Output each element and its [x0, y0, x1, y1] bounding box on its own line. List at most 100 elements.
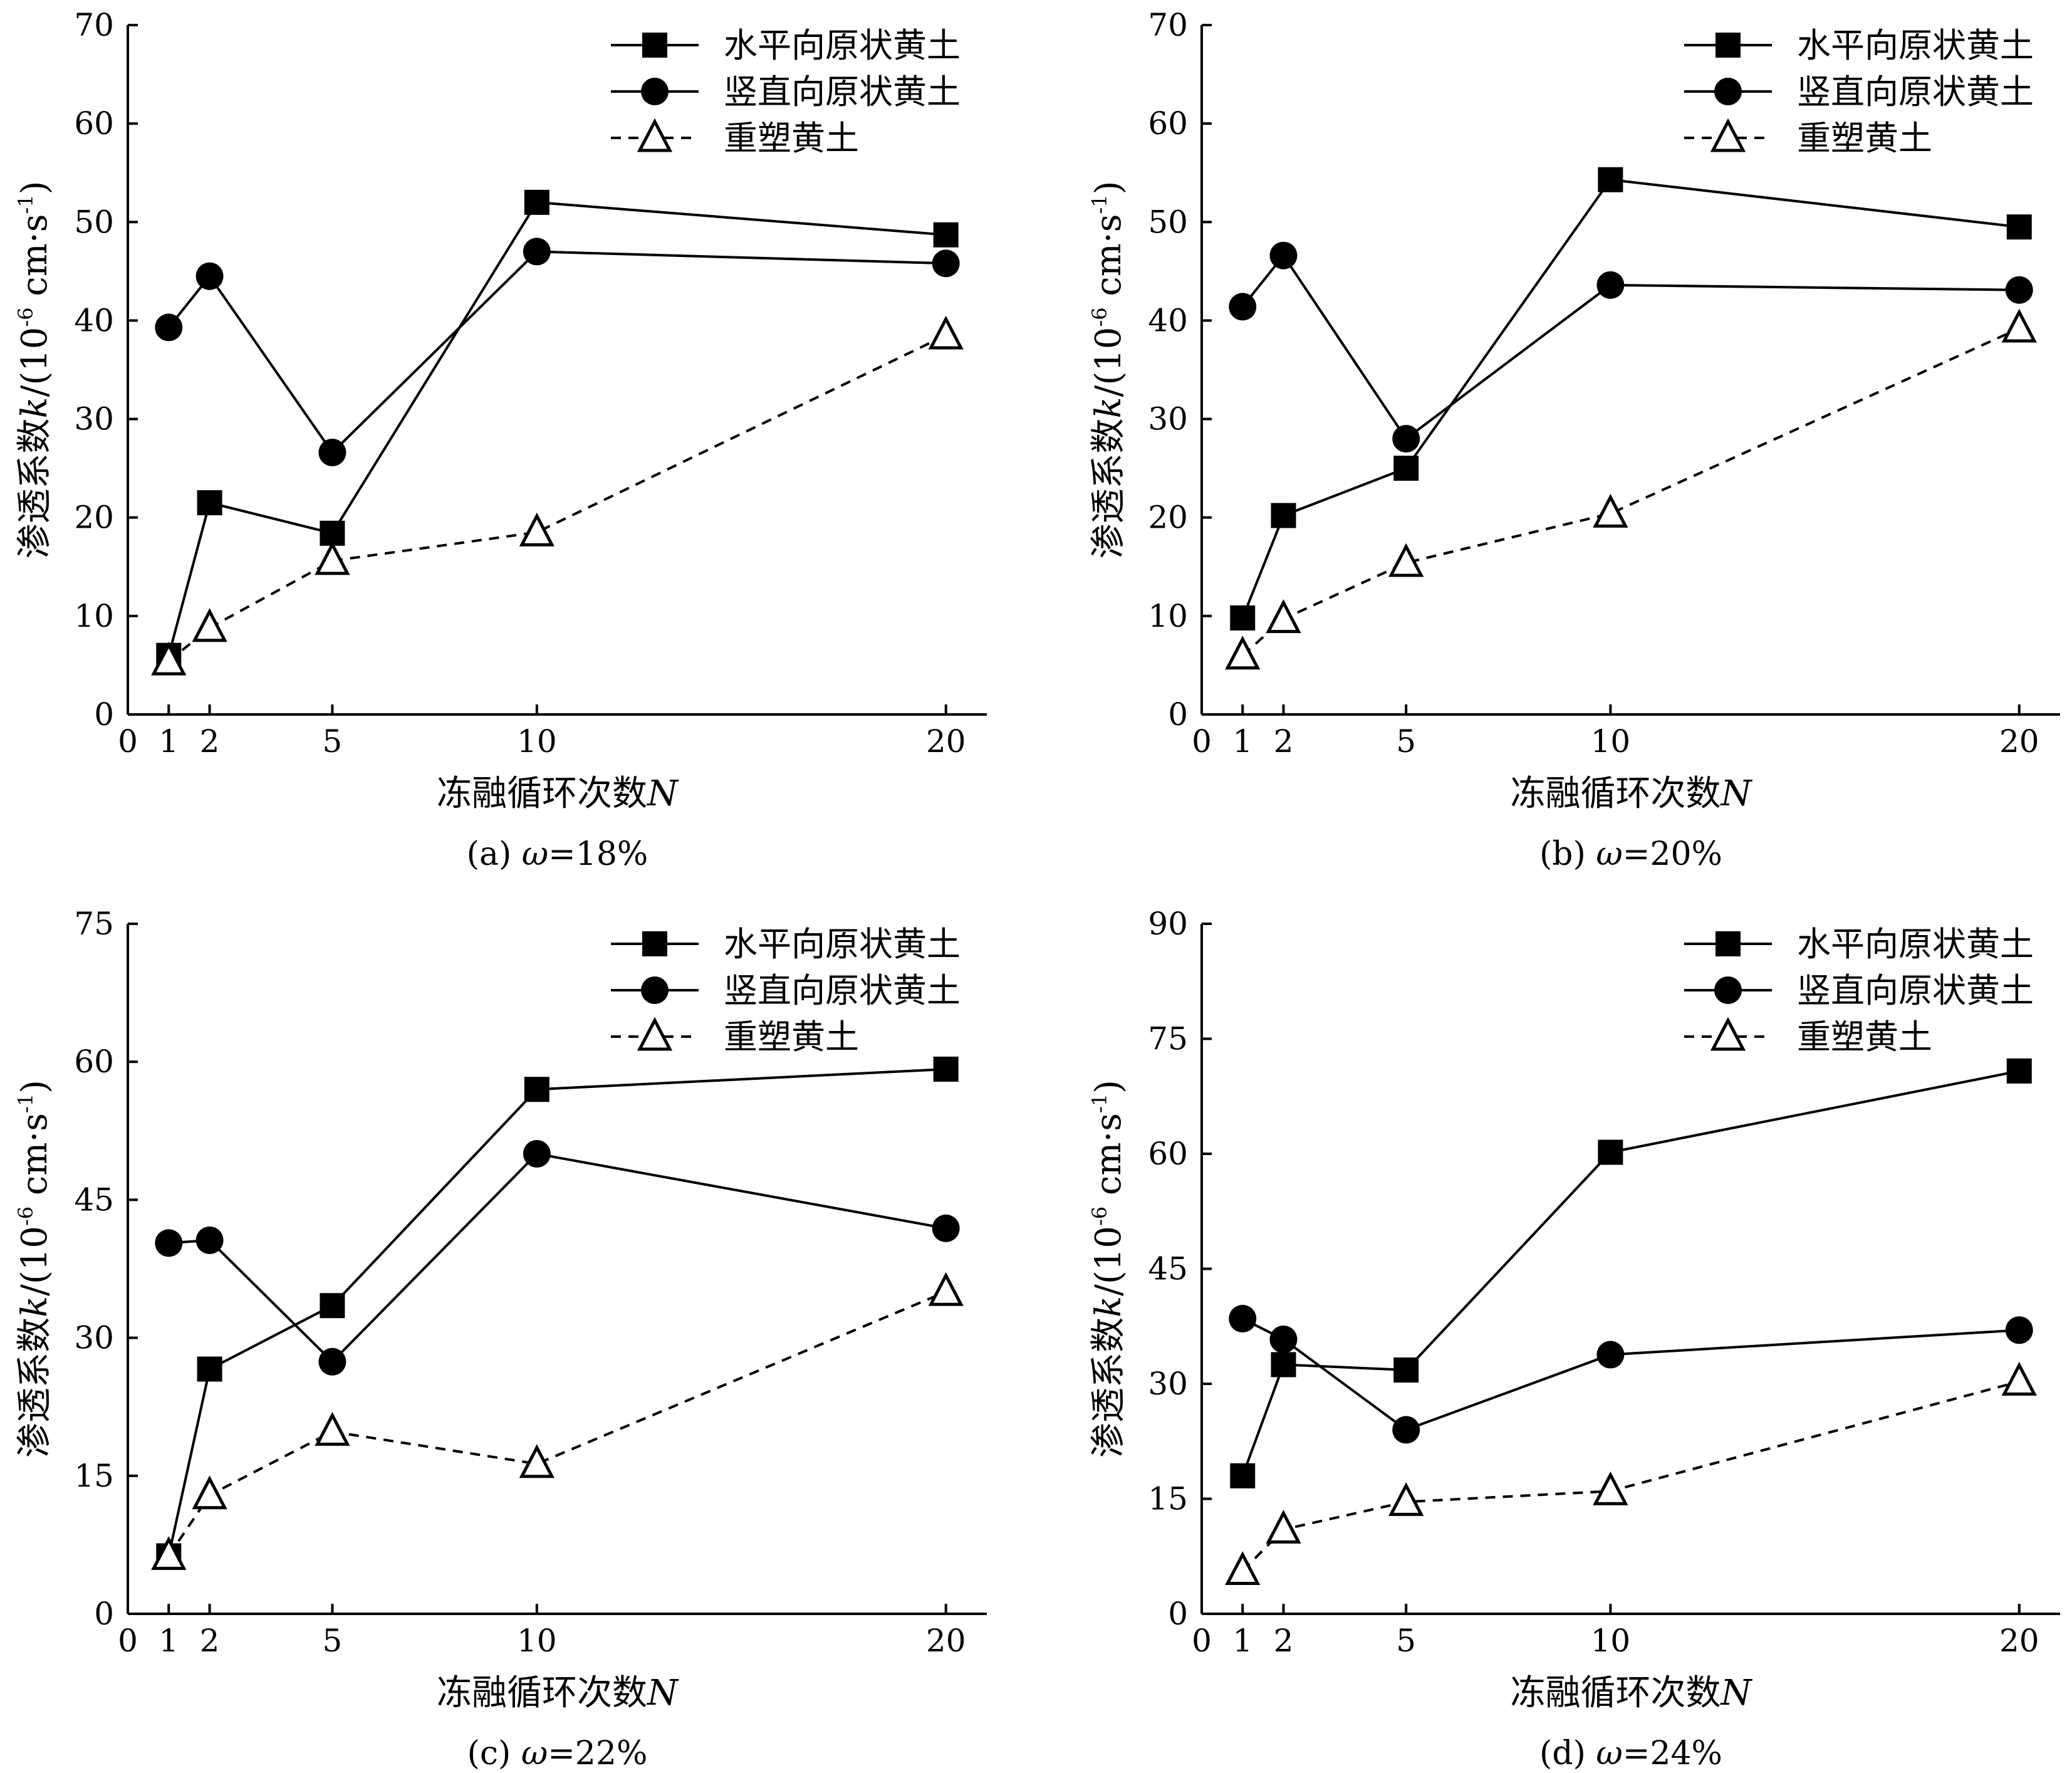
data-point-triangle [519, 512, 554, 547]
data-point-triangle [1388, 1482, 1424, 1516]
data-point-triangle [2001, 308, 2037, 343]
legend-marker-square [1715, 931, 1741, 956]
y-tick-label: 0 [94, 696, 114, 733]
legend-label: 重塑黄土 [724, 1017, 859, 1057]
y-tick-label: 75 [1148, 1021, 1188, 1057]
x-tick-label: 10 [517, 1623, 557, 1659]
data-point-triangle [151, 1536, 187, 1571]
data-point-square [1271, 503, 1296, 528]
data-point-triangle [1225, 1551, 1261, 1585]
data-point-triangle [2001, 1361, 2037, 1396]
x-tick-label: 0 [1192, 723, 1212, 760]
legend-marker-triangle [1710, 1017, 1746, 1051]
data-point-triangle [1593, 494, 1628, 528]
panel-caption: (b) ω=20% [1539, 835, 1722, 873]
legend-marker-circle [1714, 78, 1742, 105]
y-tick-label: 0 [1168, 696, 1188, 733]
x-axis-title: 冻融循环次数N [437, 1673, 679, 1713]
series-line-triangle [1241, 1380, 2020, 1572]
x-tick-label: 5 [323, 1623, 343, 1659]
y-tick-label: 10 [1148, 598, 1188, 634]
x-tick-label: 20 [926, 723, 966, 760]
data-point-circle [1596, 271, 1625, 299]
panel-caption: (c) ω=22% [467, 1735, 648, 1772]
data-point-square [197, 1356, 222, 1382]
legend-marker-circle [641, 78, 669, 105]
x-tick-label: 2 [1274, 1623, 1294, 1659]
x-tick-label: 10 [1591, 723, 1631, 760]
x-tick-label: 5 [1396, 723, 1416, 760]
legend-marker-circle [641, 976, 669, 1004]
data-point-triangle [928, 315, 964, 350]
x-tick-label: 10 [517, 723, 557, 760]
x-tick-label: 1 [1232, 723, 1252, 760]
y-tick-label: 45 [1148, 1251, 1188, 1287]
legend-marker-square [1715, 33, 1741, 58]
legend-marker-square [642, 931, 667, 956]
x-tick-label: 20 [1999, 723, 2039, 760]
data-point-triangle [1388, 543, 1424, 577]
data-point-circle [523, 1140, 551, 1168]
y-tick-label: 70 [1148, 7, 1188, 43]
data-point-circle [1392, 425, 1420, 452]
data-point-square [1230, 605, 1256, 630]
data-point-square [1393, 456, 1419, 481]
y-tick-label: 0 [94, 1596, 114, 1632]
x-tick-label: 2 [200, 1623, 220, 1659]
legend-label: 竖直向原状黄土 [1797, 971, 2034, 1010]
y-tick-label: 15 [74, 1458, 114, 1494]
y-tick-label: 50 [1148, 204, 1188, 240]
y-tick-label: 15 [1148, 1481, 1188, 1517]
data-point-square [1393, 1357, 1419, 1383]
data-point-circle [195, 262, 224, 290]
data-point-square [524, 1077, 549, 1102]
legend-label: 水平向原状黄土 [724, 924, 961, 964]
data-point-circle [2005, 1316, 2033, 1344]
data-point-square [2006, 1058, 2032, 1084]
data-point-circle [1269, 1326, 1298, 1354]
data-point-triangle [1593, 1471, 1628, 1505]
data-point-circle [195, 1226, 224, 1254]
legend-label: 水平向原状黄土 [724, 26, 961, 65]
y-tick-label: 60 [1148, 1136, 1188, 1172]
series-line-square [167, 201, 946, 656]
y-axis-title: 渗透系数k/(10-6 cm·s-1) [14, 1080, 55, 1458]
data-point-circle [523, 238, 551, 266]
y-tick-label: 30 [1148, 1366, 1188, 1402]
y-tick-label: 0 [1168, 1596, 1188, 1632]
legend-label: 竖直向原状黄土 [1797, 72, 2034, 112]
data-point-triangle [1266, 1510, 1301, 1544]
legend-marker-triangle [1710, 118, 1746, 152]
series-line-square [1241, 178, 2019, 619]
series-line-circle [1241, 253, 2019, 441]
x-tick-label: 2 [200, 723, 220, 760]
data-point-triangle [315, 541, 350, 575]
data-point-triangle [519, 1444, 554, 1478]
x-axis-title: 冻融循环次数N [437, 773, 679, 814]
x-tick-label: 2 [1274, 723, 1294, 760]
y-tick-label: 75 [74, 906, 114, 942]
data-point-circle [1229, 293, 1257, 321]
legend-marker-square [642, 33, 667, 58]
x-tick-label: 0 [1192, 1623, 1212, 1659]
legend-marker-circle [1714, 976, 1742, 1004]
y-tick-label: 40 [1148, 302, 1188, 338]
y-tick-label: 40 [74, 302, 114, 338]
data-point-square [1598, 167, 1623, 192]
y-tick-label: 70 [74, 7, 114, 43]
data-point-triangle [192, 608, 227, 642]
data-point-square [2006, 214, 2032, 240]
y-tick-label: 90 [1148, 906, 1188, 942]
y-tick-label: 20 [74, 499, 114, 536]
data-point-triangle [151, 641, 187, 676]
data-point-triangle [315, 1411, 350, 1446]
y-axis-title: 渗透系数k/(10-6 cm·s-1) [1088, 1080, 1129, 1458]
x-axis-title: 冻融循环次数N [1511, 1673, 1753, 1713]
y-tick-label: 50 [74, 204, 114, 240]
data-point-square [933, 1056, 959, 1082]
series-line-square [167, 1067, 946, 1556]
legend-marker-triangle [637, 1017, 673, 1051]
y-tick-label: 30 [1148, 401, 1188, 437]
